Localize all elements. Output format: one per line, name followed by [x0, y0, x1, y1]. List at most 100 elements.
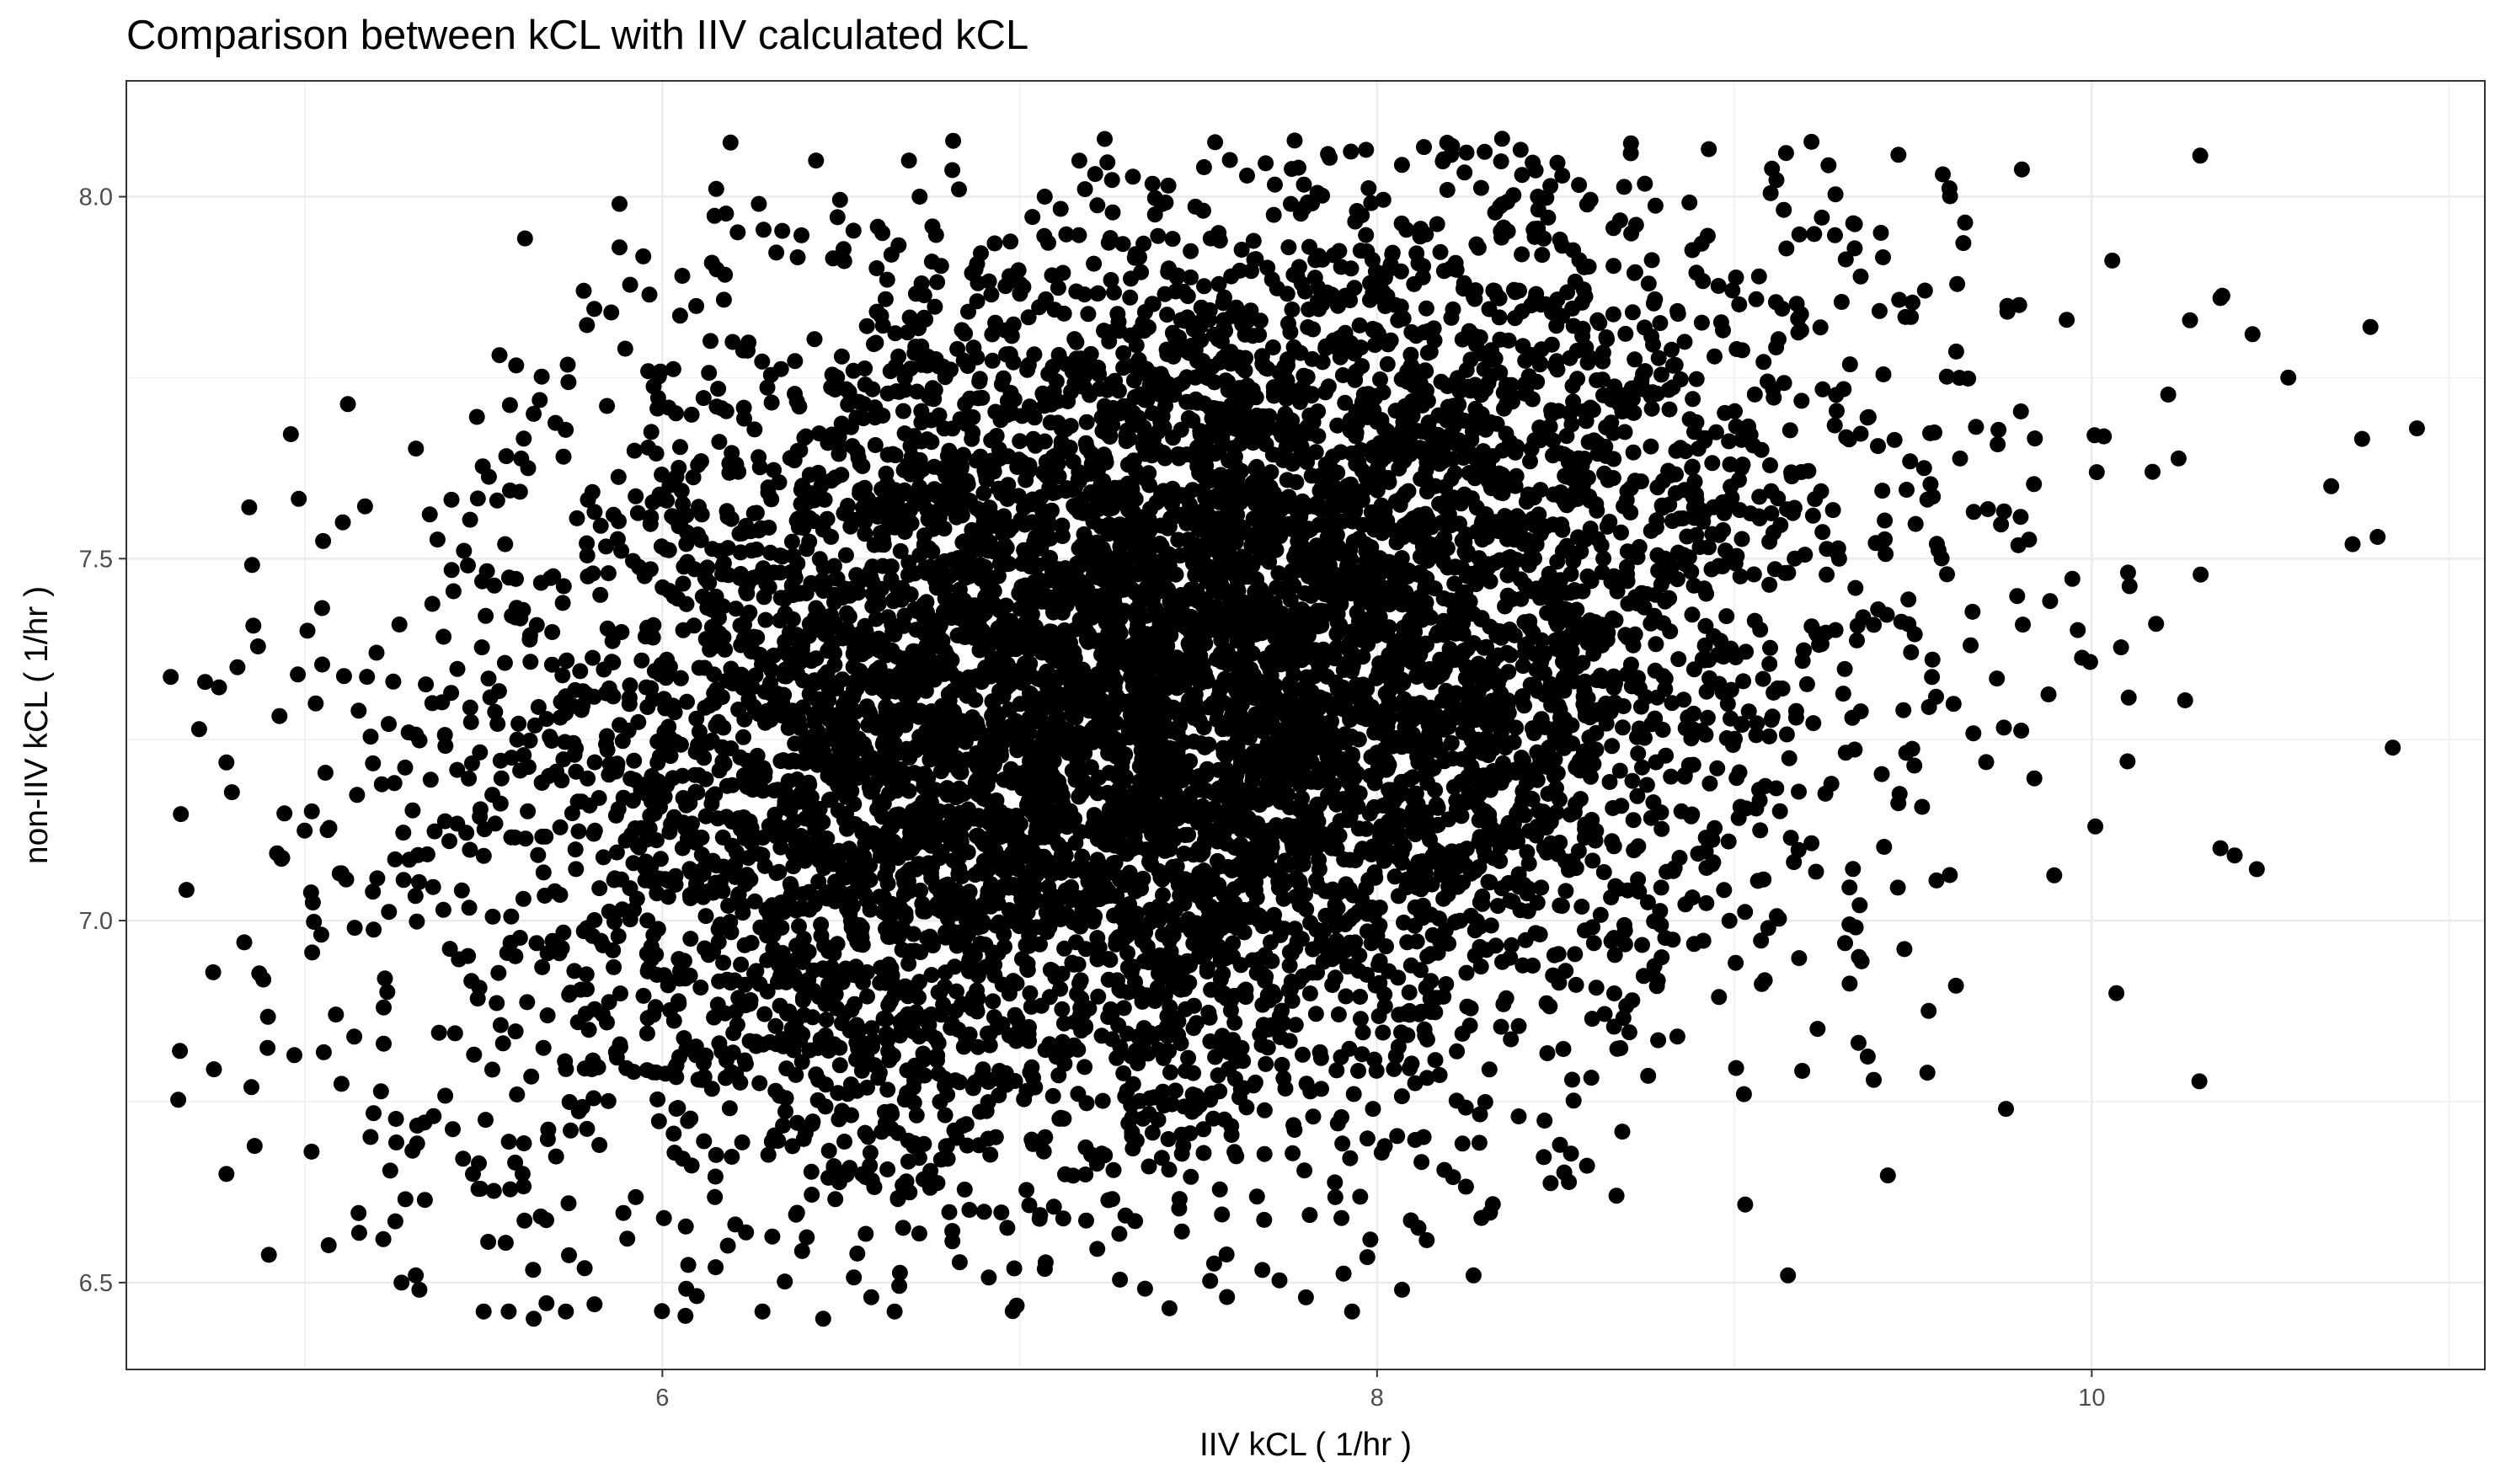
data-point [1183, 269, 1199, 286]
data-point [1812, 319, 1829, 336]
data-point [1555, 1041, 1572, 1057]
data-point [1453, 808, 1470, 825]
data-point [1018, 1082, 1035, 1099]
data-point [1776, 201, 1792, 218]
data-point [1183, 243, 1199, 259]
data-point [260, 1246, 277, 1263]
data-point [796, 430, 813, 446]
data-point [679, 693, 695, 710]
data-point [170, 1092, 187, 1108]
data-point [537, 828, 554, 845]
data-point [911, 456, 928, 472]
data-point [1477, 1094, 1493, 1110]
data-point [674, 268, 691, 284]
data-point [1358, 227, 1375, 243]
data-point [823, 529, 840, 545]
data-point [1365, 1101, 1381, 1118]
data-point [1850, 1034, 1867, 1051]
data-point [1904, 294, 1920, 311]
data-point [2191, 1073, 2208, 1090]
data-point [1829, 403, 1845, 419]
data-point [628, 1188, 644, 1205]
data-point [206, 1061, 222, 1078]
data-point [733, 956, 750, 973]
data-point [1487, 350, 1504, 367]
data-point [585, 1052, 601, 1069]
data-point [1824, 502, 1841, 519]
data-point [1418, 1232, 1435, 1248]
chart-title: Comparison between kCL with IIV calculat… [126, 13, 1029, 58]
data-point [682, 931, 699, 948]
data-point [1251, 327, 1268, 344]
data-point [724, 334, 741, 350]
data-point [1115, 344, 1132, 361]
data-point [2026, 476, 2043, 493]
data-point [975, 485, 992, 501]
data-point [586, 754, 603, 771]
data-point [831, 1057, 848, 1074]
data-point [873, 762, 890, 779]
data-point [1567, 946, 1584, 963]
data-point [708, 718, 724, 734]
data-point [1916, 282, 1933, 299]
data-point [1546, 947, 1562, 964]
data-point [1358, 141, 1375, 158]
data-point [365, 755, 382, 771]
data-point [1782, 830, 1799, 846]
data-point [1817, 785, 1834, 802]
data-point [1352, 1011, 1369, 1028]
data-point [1056, 940, 1073, 957]
data-point [1354, 1046, 1370, 1063]
data-point [1474, 889, 1491, 905]
data-point [1688, 371, 1705, 387]
data-point [1078, 414, 1095, 430]
data-point [1871, 302, 1888, 319]
data-point [1214, 1028, 1231, 1044]
data-point [1165, 430, 1182, 446]
data-point [1964, 603, 1981, 620]
data-point [1670, 651, 1687, 668]
data-point [335, 668, 352, 685]
data-point [654, 1303, 670, 1320]
data-point [606, 958, 622, 975]
data-point [1849, 632, 1865, 649]
data-point [246, 1138, 263, 1155]
data-point [1214, 1206, 1231, 1223]
data-point [691, 723, 708, 740]
data-point [1968, 419, 1985, 435]
data-point [1819, 566, 1835, 583]
data-point [1675, 691, 1692, 708]
data-point [1071, 152, 1087, 169]
data-point [944, 162, 961, 179]
data-point [445, 1121, 461, 1138]
data-point [1228, 1053, 1245, 1070]
data-point [1295, 176, 1312, 193]
data-point [1607, 611, 1624, 628]
data-point [1539, 1045, 1556, 1061]
data-point [1271, 1272, 1288, 1289]
data-point [610, 468, 627, 485]
data-points [163, 131, 2425, 1327]
data-point [843, 1107, 859, 1124]
data-point [1626, 842, 1643, 859]
data-point [1265, 206, 1282, 223]
data-point [1504, 937, 1520, 953]
data-point [1221, 152, 1238, 168]
data-point [205, 964, 222, 980]
data-point [895, 403, 911, 419]
data-point [1556, 446, 1573, 463]
data-point [241, 499, 258, 515]
data-point [555, 751, 572, 768]
data-point [987, 1129, 1004, 1145]
data-point [1170, 531, 1187, 548]
data-point [1841, 879, 1858, 896]
data-point [586, 301, 603, 318]
data-point [1914, 798, 1931, 815]
data-point [1732, 568, 1749, 585]
data-point [1707, 348, 1723, 365]
data-point [1890, 147, 1907, 163]
data-point [889, 1124, 906, 1141]
data-point [892, 542, 909, 559]
data-point [2120, 689, 2137, 706]
